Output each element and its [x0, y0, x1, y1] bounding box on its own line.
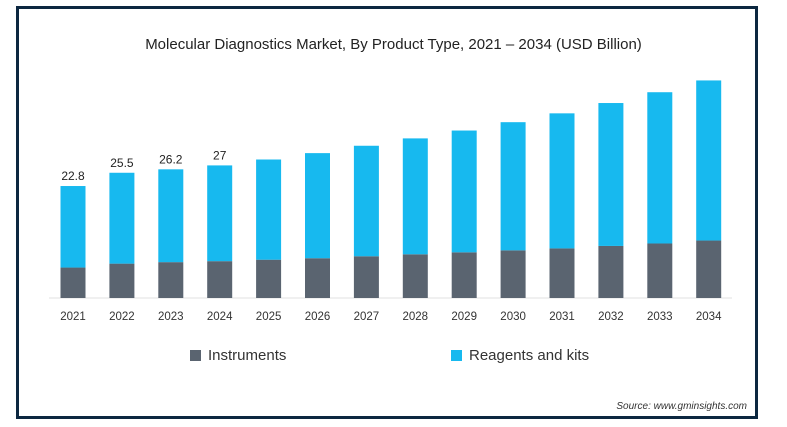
x-tick-label-2027: 2027 — [354, 311, 380, 323]
x-tick-label-2023: 2023 — [158, 311, 184, 323]
legend-label-instruments: Instruments — [208, 347, 287, 364]
bar-reagents-2028 — [402, 138, 428, 255]
bar-instruments-2033 — [647, 243, 673, 298]
bar-reagents-2026 — [305, 153, 330, 259]
bar-instruments-2021 — [60, 267, 86, 298]
bar-instruments-2031 — [549, 248, 575, 298]
legend: Instruments Reagents and kits — [0, 347, 787, 367]
x-tick-label-2028: 2028 — [403, 311, 429, 323]
bar-instruments-2032 — [598, 245, 624, 298]
bar-reagents-2022 — [109, 172, 135, 264]
legend-label-reagents: Reagents and kits — [469, 347, 590, 364]
bar-reagents-2034 — [696, 80, 722, 241]
bar-reagents-2030 — [500, 122, 526, 251]
data-label-2023: 26.2 — [159, 152, 183, 166]
legend-swatch-instruments — [190, 350, 201, 361]
bar-instruments-2028 — [402, 254, 428, 298]
x-tick-label-2030: 2030 — [500, 311, 526, 323]
x-tick-label-2029: 2029 — [451, 311, 477, 323]
data-label-2024: 27 — [213, 148, 227, 162]
bar-reagents-2027 — [353, 145, 379, 257]
legend-item-reagents: Reagents and kits — [451, 347, 589, 364]
x-tick-label-2022: 2022 — [109, 311, 135, 323]
bar-instruments-2022 — [109, 263, 135, 298]
bar-instruments-2034 — [696, 240, 722, 298]
x-tick-label-2025: 2025 — [256, 311, 282, 323]
bar-reagents-2032 — [598, 103, 624, 246]
bar-instruments-2025 — [256, 259, 282, 298]
bar-instruments-2029 — [451, 252, 477, 298]
chart-frame — [16, 6, 758, 419]
x-tick-label-2021: 2021 — [60, 311, 86, 323]
bar-instruments-2027 — [353, 256, 379, 298]
chart-title: Molecular Diagnostics Market, By Product… — [145, 36, 642, 53]
bar-instruments-2030 — [500, 250, 526, 298]
source-note: Source: www.gminsights.com — [616, 401, 747, 412]
data-label-2021: 22.8 — [61, 169, 85, 183]
x-tick-label-2026: 2026 — [305, 311, 331, 323]
bar-reagents-2029 — [451, 130, 477, 253]
bar-reagents-2021 — [60, 186, 86, 268]
legend-swatch-reagents — [451, 350, 462, 361]
legend-item-instruments: Instruments — [190, 347, 286, 364]
x-tick-label-2031: 2031 — [549, 311, 575, 323]
bar-reagents-2024 — [207, 165, 233, 262]
bar-reagents-2023 — [158, 169, 184, 263]
x-tick-label-2033: 2033 — [647, 311, 673, 323]
x-tick-label-2032: 2032 — [598, 311, 624, 323]
x-tick-label-2024: 2024 — [207, 311, 233, 323]
bar-reagents-2025 — [256, 159, 282, 260]
bar-instruments-2026 — [305, 258, 330, 298]
bar-instruments-2024 — [207, 261, 233, 298]
data-label-2022: 25.5 — [110, 156, 134, 170]
x-tick-label-2034: 2034 — [696, 311, 722, 323]
bar-instruments-2023 — [158, 262, 184, 298]
bar-reagents-2031 — [549, 113, 575, 249]
bar-reagents-2033 — [647, 92, 673, 244]
